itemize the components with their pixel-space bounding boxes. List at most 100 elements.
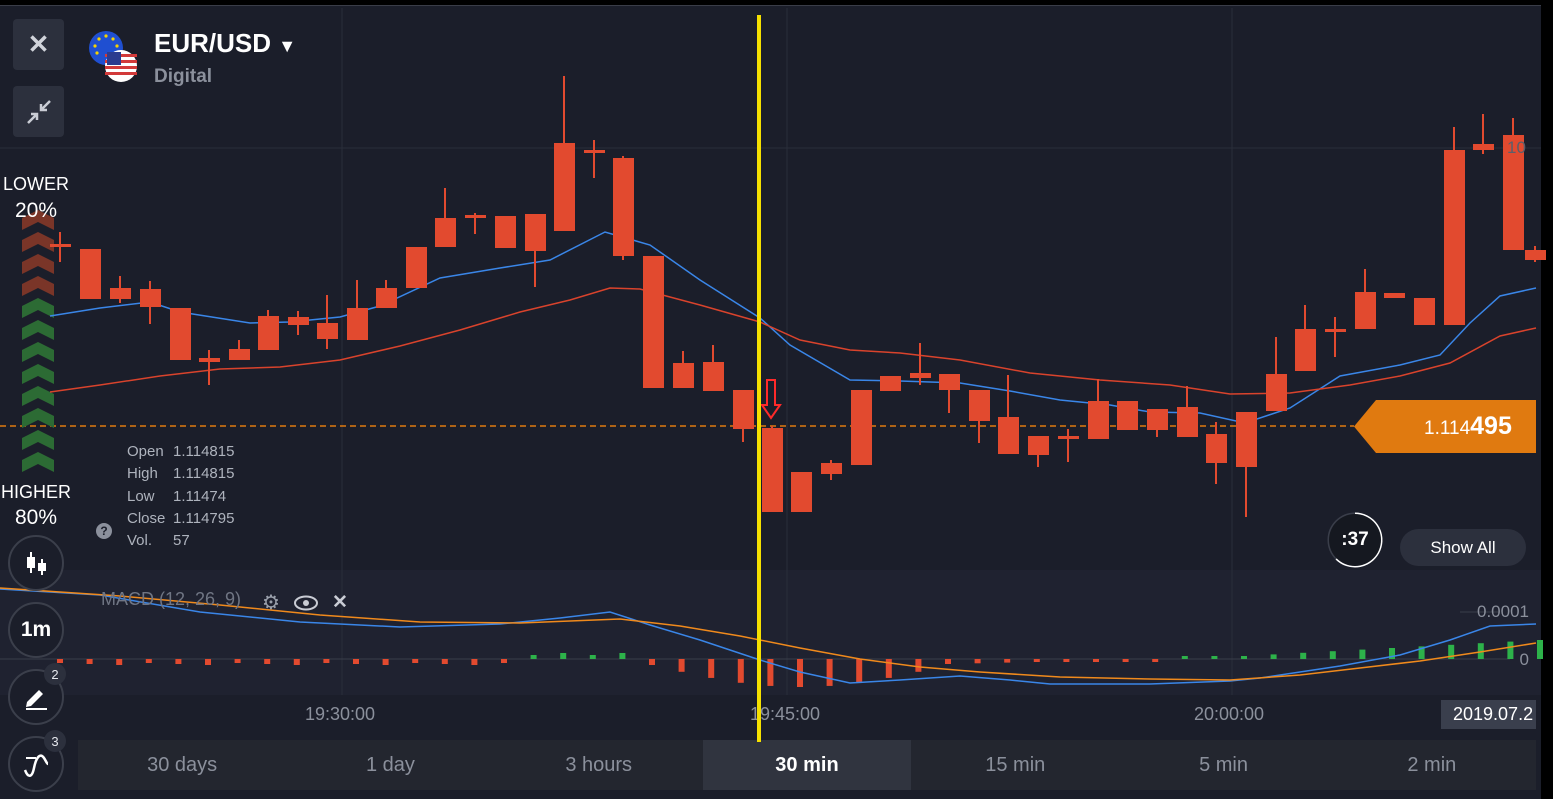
close-chart-button[interactable]: ✕ — [13, 19, 64, 70]
show-all-button[interactable]: Show All — [1400, 529, 1526, 566]
tf-1-day[interactable]: 1 day — [365, 753, 415, 776]
tf-5-min[interactable]: 5 min — [1199, 753, 1248, 776]
tf-2-min[interactable]: 2 min — [1407, 753, 1457, 776]
candle-down — [1384, 293, 1405, 298]
asset-flag[interactable] — [86, 28, 142, 89]
macd-bar-down — [234, 659, 241, 663]
macd-bar-up — [1241, 656, 1247, 659]
gear-icon[interactable]: ⚙ — [262, 592, 280, 614]
candle-down — [435, 218, 456, 247]
macd-bar-down — [974, 659, 981, 664]
asset-selector[interactable]: EUR/USD ▼ — [154, 28, 296, 59]
candle-down — [703, 362, 724, 391]
collapse-button[interactable] — [13, 86, 64, 137]
macd-label: MACD (12, 26, 9) — [101, 589, 242, 609]
vertical-marker-line[interactable] — [757, 15, 761, 742]
candle-down — [199, 358, 220, 362]
candle-down — [288, 317, 309, 325]
close-icon[interactable]: ✕ — [331, 592, 348, 613]
higher-label: HIGHER — [0, 482, 71, 502]
drawings-count-badge: 2 — [44, 663, 66, 685]
candle-down — [791, 472, 812, 512]
tf-30-days[interactable]: 30 days — [147, 753, 218, 776]
indicators-button[interactable]: 3 — [8, 730, 66, 792]
macd-bar-down — [205, 659, 211, 665]
tf-30-min[interactable]: 30 min — [702, 740, 912, 790]
sentiment-chevron — [22, 342, 54, 362]
sentiment-chevron — [22, 430, 54, 450]
time-label: 19:30:00 — [305, 704, 376, 724]
asset-type: Digital — [154, 66, 213, 87]
drawing-tools-button[interactable]: 2 — [8, 663, 66, 725]
candle-down — [1355, 292, 1376, 329]
chart-type-button[interactable] — [8, 535, 64, 591]
ohlc-volume: Vol. 57 — [127, 532, 190, 550]
tf-3-hours[interactable]: 3 hours — [565, 753, 633, 776]
macd-bar-down — [1063, 659, 1070, 662]
macd-bar-down — [86, 659, 93, 664]
chevron-down-icon: ▼ — [278, 36, 297, 56]
macd-bar-up — [1359, 649, 1366, 659]
candle-down — [673, 363, 694, 388]
macd-bar-down — [323, 659, 330, 663]
candle-down — [1058, 436, 1079, 439]
eye-icon[interactable] — [293, 595, 318, 611]
higher-percent: 80% — [14, 506, 58, 529]
candlestick-icon — [27, 552, 46, 575]
candle-down — [762, 428, 783, 512]
sentiment-chevron — [22, 210, 54, 230]
candle-down — [584, 150, 605, 153]
tf-15-min[interactable]: 15 min — [985, 753, 1046, 776]
candle-down — [643, 256, 664, 388]
macd-bar-down — [264, 659, 271, 664]
timeframe-button[interactable]: 1m — [8, 602, 64, 658]
candle-down — [347, 308, 368, 340]
candle-down — [1325, 329, 1346, 332]
candle-down — [406, 247, 427, 288]
candle-down — [495, 216, 516, 248]
macd-bar-down — [945, 659, 951, 664]
macd-bar-down — [826, 659, 833, 686]
time-label: 19:45:00 — [750, 704, 821, 724]
candle-down — [140, 289, 161, 307]
macd-bar-down — [382, 659, 389, 665]
macd-bar-up — [560, 653, 567, 659]
macd-bar-down — [856, 659, 863, 683]
candle-down — [1177, 407, 1198, 437]
macd-bar-up — [1300, 652, 1307, 659]
close-icon: ✕ — [27, 29, 50, 59]
macd-bar-down — [293, 659, 300, 665]
candle-down — [613, 158, 634, 256]
current-price-value: 1.114495 — [1424, 412, 1512, 440]
lower-label: LOWER — [2, 174, 69, 194]
candle-down — [1236, 412, 1257, 467]
macd-bar-down — [57, 659, 63, 663]
candle-down — [1525, 250, 1546, 260]
macd-bar-up — [1211, 656, 1218, 659]
candle-down — [1028, 436, 1049, 455]
macd-bar-down — [678, 659, 685, 672]
help-icon[interactable]: ? — [96, 523, 112, 539]
candle-down — [910, 373, 931, 378]
sentiment-chevron — [22, 298, 54, 318]
macd-bar-down — [649, 659, 655, 665]
candle-down — [1414, 298, 1435, 325]
macd-line — [0, 588, 1537, 685]
signal-line — [0, 587, 1537, 681]
macd-bar-up — [530, 655, 537, 659]
collapse-arrows-icon — [26, 99, 51, 124]
timeframe-bar: 30 days 1 day 3 hours 30 min 15 min 5 mi… — [78, 740, 1536, 790]
candle-down — [939, 374, 960, 390]
macd-bar-down — [175, 659, 182, 664]
sentiment-chevron — [22, 254, 54, 274]
candle-down — [1088, 401, 1109, 439]
macd-bar-up — [1418, 646, 1425, 659]
candle-down — [880, 376, 901, 391]
eu-us-flag-icon — [89, 31, 137, 82]
macd-bar-down — [353, 659, 359, 664]
candle-down — [1473, 144, 1494, 150]
candle-down — [376, 288, 397, 308]
macd-axis-zero: 0 — [1519, 650, 1529, 669]
macd-bar-up — [1270, 654, 1277, 659]
